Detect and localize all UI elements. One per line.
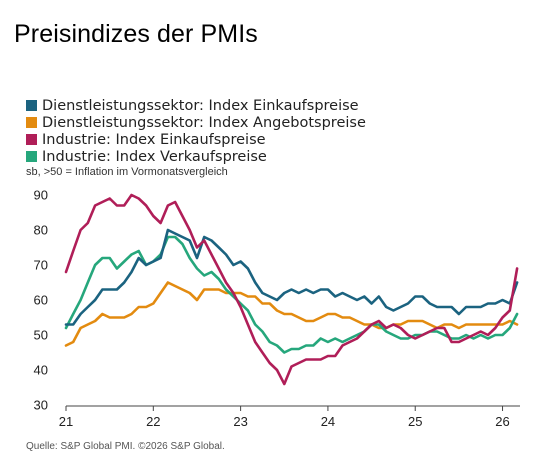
y-tick-label: 30 <box>34 398 48 413</box>
legend-swatch-dl-einkauf <box>26 100 37 111</box>
x-tick-label: 25 <box>408 414 422 429</box>
y-tick-label: 40 <box>34 363 48 378</box>
x-tick-label: 21 <box>59 414 73 429</box>
legend-swatch-ind-verkauf <box>26 151 37 162</box>
x-tick-label: 26 <box>495 414 509 429</box>
source-note: Quelle: S&P Global PMI. ©2026 S&P Global… <box>26 441 225 452</box>
legend-item-ind-verkauf: Industrie: Index Verkaufspreise <box>26 148 366 165</box>
x-tick-label: 22 <box>146 414 160 429</box>
series-line-1 <box>64 281 519 347</box>
legend-item-dl-einkauf: Dienstleistungssektor: Index Einkaufspre… <box>26 97 366 114</box>
y-tick-label: 70 <box>34 258 48 273</box>
legend-item-dl-angebot: Dienstleistungssektor: Index Angebotspre… <box>26 114 366 131</box>
legend-label-dl-einkauf: Dienstleistungssektor: Index Einkaufspre… <box>42 97 359 114</box>
y-tick-label: 90 <box>34 188 48 203</box>
legend-swatch-dl-angebot <box>26 117 37 128</box>
legend-label-dl-angebot: Dienstleistungssektor: Index Angebotspre… <box>42 114 366 131</box>
page-title: Preisindizes der PMIs <box>14 20 258 48</box>
legend-swatch-ind-einkauf <box>26 134 37 145</box>
x-tick-label: 23 <box>233 414 247 429</box>
x-tick-label: 24 <box>321 414 335 429</box>
y-tick-label: 50 <box>34 328 48 343</box>
legend-label-ind-verkauf: Industrie: Index Verkaufspreise <box>42 148 267 165</box>
series-line-3 <box>64 235 519 354</box>
series-line-2 <box>64 193 519 386</box>
chart-subtitle: sb, >50 = Inflation im Vormonatsvergleic… <box>26 166 228 178</box>
legend-label-ind-einkauf: Industrie: Index Einkaufspreise <box>42 131 266 148</box>
series-line-0 <box>64 228 519 326</box>
legend-item-ind-einkauf: Industrie: Index Einkaufspreise <box>26 131 366 148</box>
y-tick-label: 80 <box>34 223 48 238</box>
y-tick-label: 60 <box>34 293 48 308</box>
chart-legend: Dienstleistungssektor: Index Einkaufspre… <box>26 97 366 165</box>
